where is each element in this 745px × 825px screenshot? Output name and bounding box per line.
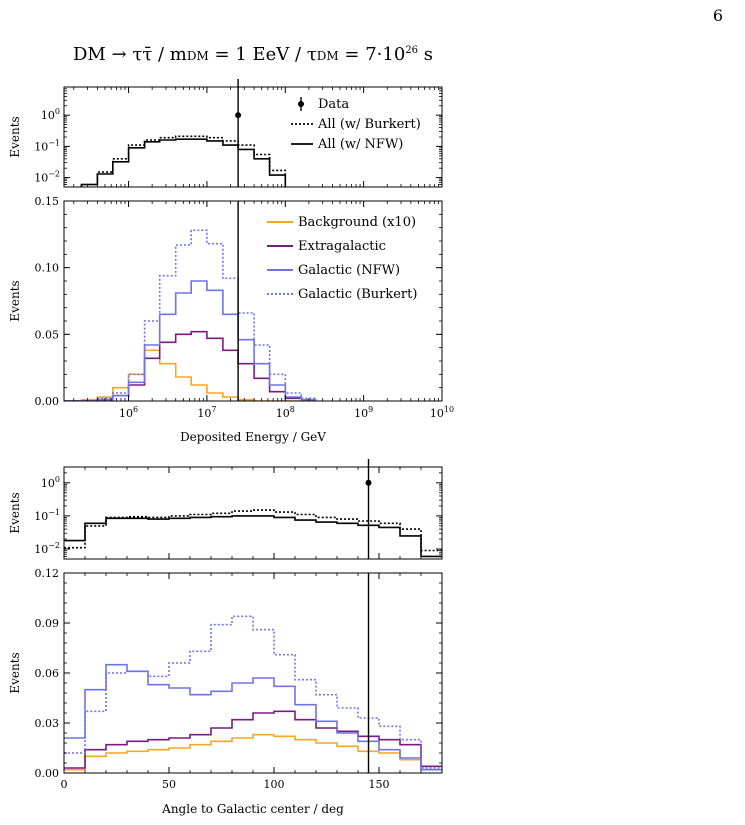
y-tick-label: 100: [41, 475, 60, 490]
series-background-x10: [64, 349, 317, 401]
x-tick-label: 107: [197, 405, 216, 420]
y-tick-label: 10−2: [34, 541, 60, 556]
series-background-x10: [64, 733, 442, 771]
y-tick-label: 0.06: [35, 667, 60, 680]
y-tick-label: 0.15: [35, 195, 60, 208]
legend-components: Background (x10) Extragalactic Galactic (N…: [267, 215, 417, 302]
series-all-w-nfw: [80, 138, 287, 187]
plot-area: [64, 229, 317, 401]
y-axis-label: Events: [8, 492, 22, 533]
legend-label: Galactic (Burkert): [298, 287, 417, 302]
plot-area: [80, 135, 287, 187]
x-tick-label: 106: [119, 405, 138, 420]
series-galactic-nfw: [64, 663, 442, 771]
y-tick-label: 0.12: [35, 567, 60, 580]
title-tau-symbol: τ: [306, 44, 317, 65]
legend-item-extragalactic: Extragalactic: [267, 239, 386, 254]
x-axis-label: Deposited Energy / GeV: [180, 430, 326, 444]
title-mass-sub: DM: [186, 49, 209, 63]
title-process: DM → ττ̄: [72, 44, 153, 65]
y-tick-label: 0.00: [35, 395, 60, 408]
x-tick-label: 150: [369, 778, 390, 791]
x-tick-label: 1010: [430, 405, 454, 420]
x-tick-label: 100: [264, 778, 285, 791]
data-point: [235, 112, 242, 119]
angle-log-panel: 100 10−1 10−2 Events: [8, 459, 443, 560]
plot-area: [64, 615, 442, 771]
y-tick-label: 0.03: [35, 717, 60, 730]
x-tick-label: 108: [276, 405, 295, 420]
legend-item-all-w-burkert: All (w/ Burkert): [291, 117, 421, 132]
legend-item-data: Data: [298, 97, 349, 112]
title-sep-1: /: [152, 44, 170, 65]
y-tick-label: 10−1: [34, 138, 60, 153]
y-axis-label: Events: [8, 280, 22, 321]
series-galactic-burkert: [64, 229, 317, 401]
plot-frame: [63, 200, 443, 402]
y-tick-label: 0.09: [35, 617, 60, 630]
title-tau-exp: 26: [405, 45, 419, 56]
legend-item-galactic-burkert: Galactic (Burkert): [267, 287, 417, 302]
y-tick-label: 0.05: [35, 328, 60, 341]
y-tick-label: 10−1: [34, 508, 60, 523]
legend-label: All (w/ NFW): [317, 137, 403, 152]
figure-title: DM → ττ̄ / mDM = 1 EeV / τDM = 7·1026 s: [64, 44, 442, 65]
x-tick-label: 0: [61, 778, 68, 791]
title-tau-unit: s: [418, 44, 434, 65]
title-mass-symbol: m: [169, 44, 187, 65]
legend-all: Data All (w/ Burkert) All (w/ NFW): [291, 97, 421, 152]
x-axis-label: Angle to Galactic center / deg: [161, 802, 344, 816]
plot-area: [64, 509, 442, 558]
angle-linear-panel: 0.00 0.03 0.06 0.09 0.12 0 50 100 150 Events Angle…: [8, 567, 443, 816]
legend-label: Background (x10): [298, 215, 416, 230]
legend-label: Extragalactic: [298, 239, 386, 254]
y-tick-label: 0.00: [35, 767, 60, 780]
series-extragalactic: [64, 330, 317, 401]
series-all-w-burkert: [64, 509, 442, 552]
energy-log-panel: 100 10−1 10−2 Events: [8, 79, 443, 188]
plot-frame: [63, 466, 443, 560]
y-axis-label: Events: [8, 652, 22, 693]
series-extragalactic: [64, 710, 442, 769]
series-galactic-burkert: [64, 615, 442, 769]
energy-linear-panel: 0.00 0.05 0.10 0.15 106 107 108 109 1010 Events De…: [8, 195, 454, 444]
legend-item-galactic-nfw: Galactic (NFW): [267, 263, 400, 278]
legend-label: Data: [318, 97, 349, 112]
y-axis-label: Events: [8, 116, 22, 157]
legend-item-background-x10: Background (x10): [267, 215, 416, 230]
data-point: [365, 479, 372, 486]
title-tau-value: = 7·10: [338, 44, 406, 65]
y-tick-label: 100: [41, 107, 60, 122]
series-all-w-nfw: [64, 515, 442, 558]
series-galactic-nfw: [64, 280, 317, 401]
page-number: 6: [712, 6, 723, 25]
title-sep-2: /: [289, 44, 307, 65]
series-all-w-burkert: [80, 135, 287, 187]
title-tau-sub: DM: [316, 49, 339, 63]
x-tick-label: 50: [162, 778, 176, 791]
legend-item-all-w-nfw: All (w/ NFW): [291, 137, 403, 152]
x-tick-label: 109: [354, 405, 373, 420]
y-tick-label: 10−2: [34, 170, 60, 185]
legend-marker-data: [298, 101, 304, 107]
y-tick-label: 0.10: [35, 262, 60, 275]
legend-label: All (w/ Burkert): [317, 117, 421, 132]
legend-label: Galactic (NFW): [298, 263, 400, 278]
title-mass-value: = 1 EeV: [208, 44, 290, 65]
